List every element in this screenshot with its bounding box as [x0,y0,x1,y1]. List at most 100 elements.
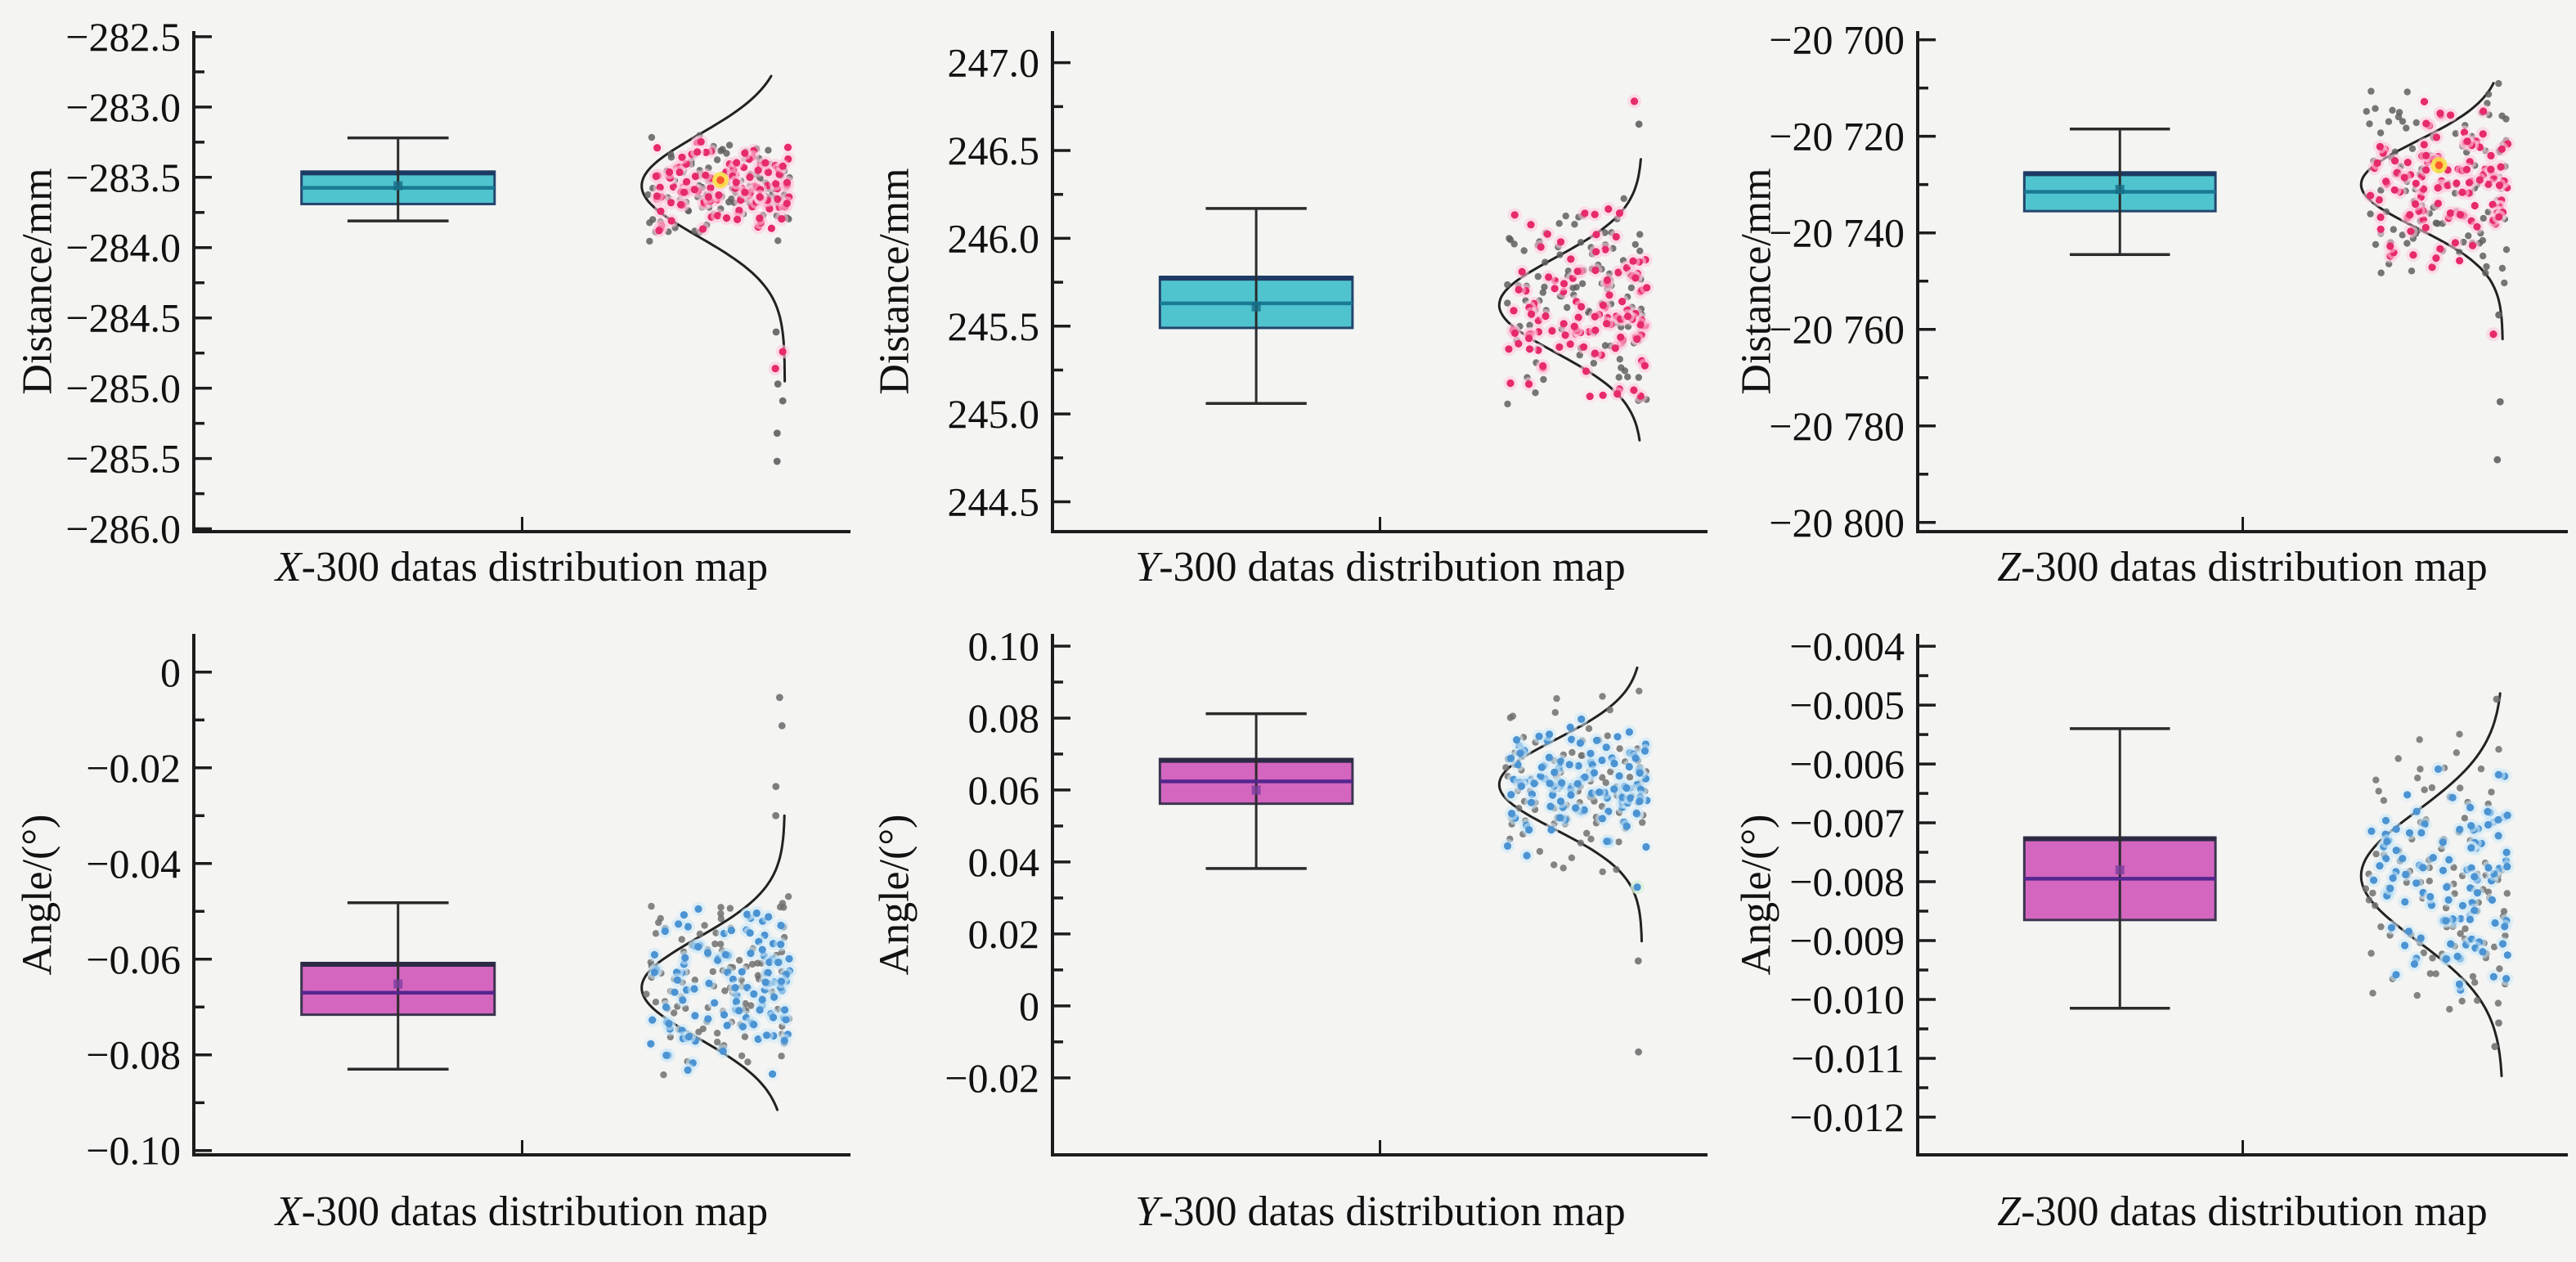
y-tick-label: −0.008 [1789,859,1905,905]
box-plot [2022,128,2217,256]
scatter-outliers [2491,695,2502,1050]
normal-curve [1497,666,1643,943]
scatter-outliers [1630,880,1645,1056]
title-x300-distance: X-300 datas distribution map [275,544,769,591]
y-tick-label: 0 [160,649,181,695]
normal-curve [640,74,787,383]
axes [192,634,850,1156]
scatter-points [648,134,797,238]
axes [192,31,850,533]
axes [1916,31,2568,533]
y-axis-label-distance-x: Distance/mm [14,168,61,395]
y-tick-label: −0.006 [1789,741,1905,787]
y-tick-label: −0.10 [86,1128,181,1174]
y-tick-label: −20 720 [1769,114,1905,159]
panel-top-middle: 247.0 246.5 246.0 245.5 245.0 244.5 [948,31,1708,533]
y-ticks [1918,38,1936,524]
panel-bottom-right: −0.004 −0.005 −0.006 −0.007 −0.008 −0.009 −0.0… [1789,623,2568,1156]
mean-marker [393,979,403,989]
y-tick-label: −283.5 [65,155,181,200]
y-tick-label: 247.0 [948,40,1040,86]
panel-top-right: −20 700 −20 720 −20 740 −20 760 −20 780 −20 8… [1769,17,2568,546]
y-axis-label-angle-x: Angle/(°) [14,814,61,976]
y-tick-label: 0.06 [968,767,1040,813]
scatter-outliers [2486,311,2504,464]
box-plot [300,136,496,222]
y-tick-label: −20 800 [1769,500,1905,546]
y-tick-label: 245.5 [948,303,1040,349]
y-tick-label: −283.0 [65,84,181,130]
y-tick-label: −0.004 [1789,623,1905,669]
scatter-points [644,901,797,1081]
scatter-outliers [772,694,786,820]
box-plot [1158,207,1354,405]
mean-marker [2115,865,2125,875]
y-tick-label: −0.009 [1789,918,1905,963]
y-tick-label: −0.012 [1789,1094,1905,1140]
box-plot [2022,727,2217,1010]
y-ticks [1052,61,1070,504]
y-tick-label: −286.0 [65,506,181,552]
panel-bottom-left: 0 −0.02 −0.04 −0.06 −0.08 −0.10 [86,634,850,1174]
y-tick-label: −285.5 [65,436,181,482]
box-plot [300,900,496,1071]
y-tick-label: 246.5 [948,128,1040,173]
y-tick-label: 0.02 [968,911,1040,957]
mean-marker [1251,302,1261,312]
mean-marker [393,181,403,191]
y-tick-label: −0.04 [86,841,181,887]
y-ticks [194,35,212,531]
y-tick-label: −0.08 [86,1032,181,1078]
scatter-points [1501,202,1654,404]
title-y300-distance: Y-300 datas distribution map [1135,544,1626,591]
scatter-outliers [1627,94,1643,128]
y-tick-label: −284.0 [65,225,181,271]
y-axis-label-angle-y: Angle/(°) [871,814,918,976]
accent-point [2435,161,2444,169]
title-y300-angle: Y-300 datas distribution map [1135,1188,1626,1235]
axes [1051,634,1708,1156]
y-tick-label: −20 760 [1769,307,1905,353]
title-z300-angle: Z-300 datas distribution map [1997,1188,2488,1235]
y-axis-label-distance-z: Distance/mm [1733,168,1780,395]
y-tick-label: −0.011 [1791,1035,1905,1081]
y-tick-label: −20 780 [1769,403,1905,449]
y-tick-label: −0.010 [1789,977,1905,1022]
scatter-points [2364,761,2515,997]
scatter-outliers [768,328,790,465]
panel-top-left: −282.5 −283.0 −283.5 −284.0 −284.5 −285.0 −285… [65,14,850,552]
y-tick-label: −0.007 [1789,800,1905,846]
axes [1916,634,2568,1156]
title-x300-angle: X-300 datas distribution map [275,1188,769,1235]
y-tick-label: −0.02 [945,1055,1039,1101]
y-tick-label: 246.0 [948,215,1040,261]
y-tick-label: −0.02 [86,745,181,791]
mean-marker [2115,185,2125,195]
accent-point [716,176,725,185]
normal-curve [640,814,786,1112]
y-tick-label: −0.005 [1789,682,1905,728]
y-tick-label: −282.5 [65,14,181,60]
y-ticks [1052,644,1070,1080]
y-ticks [1918,644,1936,1119]
box-plot [1158,712,1354,870]
y-tick-label: 244.5 [948,478,1040,524]
y-tick-label: −285.0 [65,366,181,411]
y-tick-label: 0.04 [968,839,1040,885]
panel-bottom-middle: 0.10 0.08 0.06 0.04 0.02 0 −0.02 [945,623,1708,1156]
y-axis-label-distance-y: Distance/mm [871,168,918,395]
y-tick-label: 245.0 [948,391,1040,437]
y-tick-label: −0.06 [86,936,181,982]
y-tick-label: 0.08 [968,695,1040,741]
mean-marker [1251,785,1261,795]
y-tick-label: 0.10 [968,623,1040,669]
y-ticks [194,671,212,1152]
y-tick-label: −20 700 [1769,17,1905,63]
normal-curve [2359,692,2503,1078]
title-z300-distance: Z-300 datas distribution map [1997,544,2488,591]
y-tick-label: −20 740 [1769,210,1905,256]
y-tick-label: 0 [1019,983,1039,1029]
y-axis-label-angle-z: Angle/(°) [1733,814,1780,976]
